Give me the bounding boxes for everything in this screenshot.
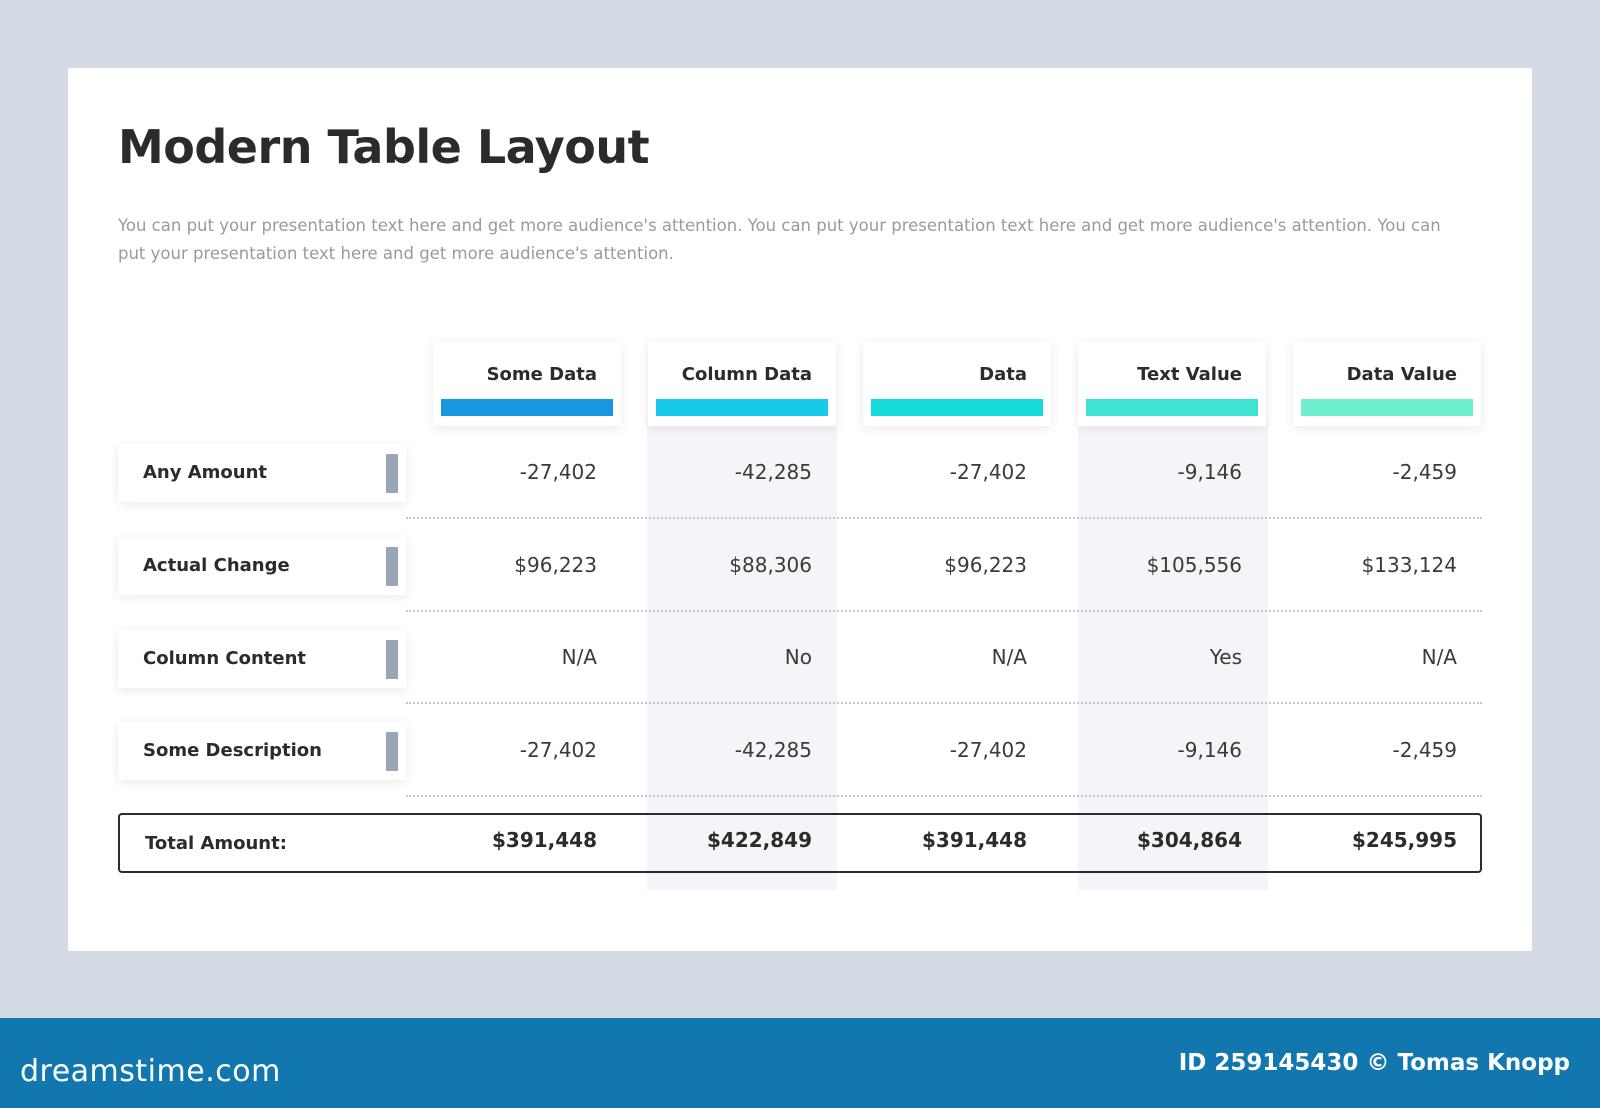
table-cell: -27,402 [519, 460, 597, 484]
column-color-bar [1301, 399, 1473, 416]
row-label: Column Content [143, 648, 307, 669]
row-label: Any Amount [143, 462, 268, 483]
column-header-label: Data Value [1346, 364, 1457, 385]
table-cell: N/A [1421, 645, 1457, 669]
table-cell: -42,285 [734, 460, 812, 484]
column-header: Column Data [648, 342, 836, 426]
slide-description: You can put your presentation text here … [118, 216, 1441, 263]
row-marker [386, 732, 398, 771]
row-divider [406, 517, 1482, 519]
row-divider [406, 702, 1482, 704]
row-marker [386, 454, 398, 493]
table-cell: $96,223 [944, 553, 1027, 577]
table-cell: N/A [991, 645, 1027, 669]
total-row: Total Amount: [118, 813, 1482, 873]
column-header-label: Text Value [1137, 364, 1242, 385]
row-label-card: Column Content [118, 630, 406, 688]
total-label: Total Amount: [145, 833, 287, 854]
row-label: Some Description [143, 740, 322, 761]
total-cell: $391,448 [921, 828, 1027, 852]
table-cell: -27,402 [949, 738, 1027, 762]
total-cell: $304,864 [1136, 828, 1242, 852]
row-label-card: Any Amount [118, 444, 406, 502]
footer-bar: dreamstime.com ID 259145430 © Tomas Knop… [0, 1018, 1600, 1108]
column-color-bar [441, 399, 613, 416]
total-cell: $391,448 [491, 828, 597, 852]
column-header: Some Data [433, 342, 621, 426]
column-header-label: Some Data [486, 364, 597, 385]
column-header: Data [863, 342, 1051, 426]
slide-title: Modern Table Layout [118, 120, 650, 174]
column-shade [1078, 420, 1268, 890]
column-color-bar [1086, 399, 1258, 416]
table-cell: -27,402 [519, 738, 597, 762]
column-header: Text Value [1078, 342, 1266, 426]
table-cell: $133,124 [1361, 553, 1457, 577]
row-label: Actual Change [143, 555, 290, 576]
table-cell: -9,146 [1177, 738, 1242, 762]
row-divider [406, 795, 1482, 797]
column-header-label: Data [979, 364, 1027, 385]
total-cell: $422,849 [706, 828, 812, 852]
column-shade [647, 420, 837, 890]
total-cell: $245,995 [1351, 828, 1457, 852]
row-label-card: Actual Change [118, 537, 406, 595]
table-cell: -2,459 [1392, 738, 1457, 762]
row-marker [386, 640, 398, 679]
row-divider [406, 610, 1482, 612]
column-color-bar [871, 399, 1043, 416]
row-label-card: Some Description [118, 722, 406, 780]
table-cell: -42,285 [734, 738, 812, 762]
table-cell: $96,223 [514, 553, 597, 577]
column-color-bar [656, 399, 828, 416]
table-cell: No [784, 645, 812, 669]
footer-credit: ID 259145430 © Tomas Knopp [1178, 1050, 1570, 1076]
table-cell: $88,306 [729, 553, 812, 577]
row-marker [386, 547, 398, 586]
table-cell: -9,146 [1177, 460, 1242, 484]
table-cell: -27,402 [949, 460, 1027, 484]
column-header: Data Value [1293, 342, 1481, 426]
footer-logo: dreamstime.com [20, 1054, 281, 1089]
column-header-label: Column Data [681, 364, 812, 385]
table-cell: -2,459 [1392, 460, 1457, 484]
table-cell: $105,556 [1146, 553, 1242, 577]
table-cell: Yes [1209, 645, 1242, 669]
table-cell: N/A [561, 645, 597, 669]
